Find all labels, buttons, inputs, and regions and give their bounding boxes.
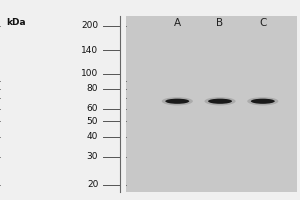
Ellipse shape — [162, 97, 193, 105]
Text: C: C — [259, 18, 266, 28]
Text: kDa: kDa — [6, 18, 26, 27]
Text: 20: 20 — [87, 180, 98, 189]
Text: 40: 40 — [87, 132, 98, 141]
Ellipse shape — [251, 99, 275, 104]
Text: B: B — [217, 18, 224, 28]
Text: 100: 100 — [81, 69, 98, 78]
Ellipse shape — [165, 99, 189, 104]
Text: 30: 30 — [87, 152, 98, 161]
Ellipse shape — [205, 97, 236, 105]
Text: A: A — [174, 18, 181, 28]
Text: 80: 80 — [87, 84, 98, 93]
Text: 60: 60 — [87, 104, 98, 113]
Ellipse shape — [208, 99, 232, 104]
Text: 140: 140 — [81, 46, 98, 55]
Ellipse shape — [247, 97, 278, 105]
Text: 50: 50 — [87, 117, 98, 126]
Text: 200: 200 — [81, 21, 98, 30]
